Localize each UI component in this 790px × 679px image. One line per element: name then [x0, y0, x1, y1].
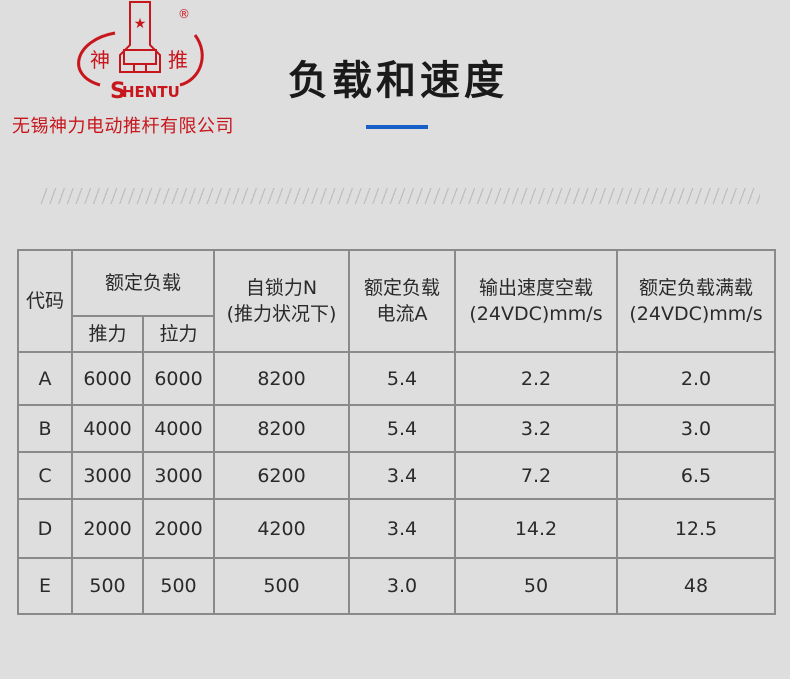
page-title: 负载和速度 — [288, 58, 508, 104]
table-cell: 7.2 — [454, 451, 618, 500]
table-cell: 50 — [454, 557, 618, 615]
header-speed-full: 额定负载满载 (24VDC)mm/s — [616, 249, 776, 353]
header-line: (24VDC)mm/s — [629, 303, 763, 325]
table-cell: 4200 — [213, 498, 350, 559]
table-row: B 4000 4000 8200 5.4 3.2 3.0 — [17, 404, 776, 453]
header-code: 代码 — [17, 249, 73, 353]
svg-text:HENTU: HENTU — [122, 83, 180, 101]
table-cell: 4000 — [142, 404, 215, 453]
table-cell: 8200 — [213, 404, 350, 453]
header-line: (24VDC)mm/s — [469, 303, 603, 325]
table-row: D 2000 2000 4200 3.4 14.2 12.5 — [17, 498, 776, 559]
table-cell: 6200 — [213, 451, 350, 500]
table-cell: 5.4 — [348, 404, 456, 453]
header-line: 额定负载满载 — [638, 277, 753, 299]
company-name: 无锡神力电动推杆有限公司 — [12, 116, 234, 137]
table-cell: 6000 — [142, 351, 215, 406]
header-line: 自锁力N — [245, 277, 318, 299]
table-cell: 8200 — [213, 351, 350, 406]
svg-text:®: ® — [178, 7, 190, 21]
table-cell: 3.0 — [616, 404, 776, 453]
table-cell: 500 — [142, 557, 215, 615]
svg-text:推: 推 — [168, 48, 188, 72]
header-current: 额定负载电流A — [348, 249, 456, 353]
table-row: E 500 500 500 3.0 50 48 — [17, 557, 776, 615]
table-cell: C — [17, 451, 73, 500]
header-self-lock: 自锁力N (推力状况下) — [213, 249, 350, 353]
table-cell: 6.5 — [616, 451, 776, 500]
title-underline — [366, 125, 428, 129]
table-header-row: 代码 额定负载 自锁力N (推力状况下) 额定负载电流A 输出速度空载 (24VDC… — [17, 249, 776, 353]
header-pull: 拉力 — [142, 315, 215, 353]
table-cell: A — [17, 351, 73, 406]
table-cell: 3.4 — [348, 451, 456, 500]
table-cell: 3000 — [71, 451, 144, 500]
table-cell: 3.0 — [348, 557, 456, 615]
table-cell: 500 — [71, 557, 144, 615]
table-cell: E — [17, 557, 73, 615]
table-cell: 2000 — [142, 498, 215, 559]
table-cell: 2000 — [71, 498, 144, 559]
header-line: 输出速度空载 — [478, 277, 593, 299]
table-cell: 3000 — [142, 451, 215, 500]
divider — [40, 188, 760, 204]
table-cell: 12.5 — [616, 498, 776, 559]
header-speed-noload: 输出速度空载 (24VDC)mm/s — [454, 249, 618, 353]
svg-text:S: S — [110, 79, 126, 104]
table-cell: 3.4 — [348, 498, 456, 559]
company-logo: ★ 神 推 S HENTU ® — [60, 0, 220, 105]
header-rated-load: 额定负载 — [71, 249, 215, 317]
svg-text:神: 神 — [90, 48, 110, 72]
table-cell: 3.2 — [454, 404, 618, 453]
table-row: C 3000 3000 6200 3.4 7.2 6.5 — [17, 451, 776, 500]
header-push: 推力 — [71, 315, 144, 353]
table-cell: 4000 — [71, 404, 144, 453]
table-cell: 2.2 — [454, 351, 618, 406]
svg-text:★: ★ — [134, 16, 147, 32]
table-cell: 2.0 — [616, 351, 776, 406]
table-cell: 5.4 — [348, 351, 456, 406]
table-row: A 6000 6000 8200 5.4 2.2 2.0 — [17, 351, 776, 406]
header-line: (推力状况下) — [226, 303, 337, 325]
table-cell: 14.2 — [454, 498, 618, 559]
header-line: 电流A — [376, 303, 428, 325]
table-cell: B — [17, 404, 73, 453]
table-cell: 6000 — [71, 351, 144, 406]
table-subheader-row: 推力 拉力 — [18, 315, 775, 353]
spec-table: 代码 额定负载 自锁力N (推力状况下) 额定负载电流A 输出速度空载 (24VDC… — [17, 249, 776, 615]
header-line: 额定负载 — [363, 277, 440, 299]
table-cell: D — [17, 498, 73, 559]
table-cell: 500 — [213, 557, 350, 615]
table-cell: 48 — [616, 557, 776, 615]
